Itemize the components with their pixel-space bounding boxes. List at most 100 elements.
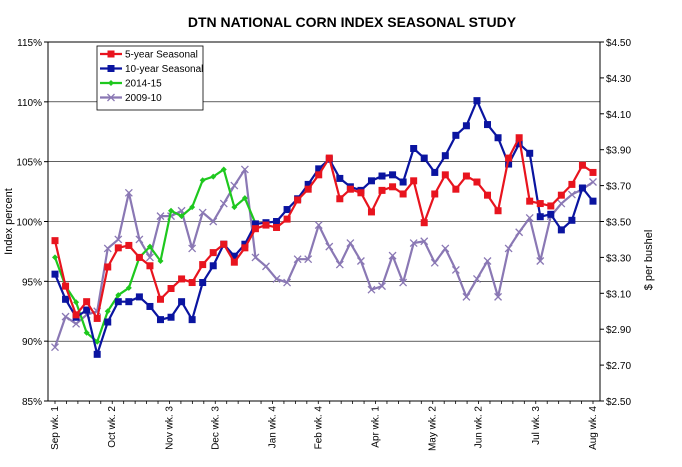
data-point-5-year-seasonal: [462, 172, 470, 180]
data-point-10-year-seasonal: [230, 252, 238, 260]
data-point-5-year-seasonal: [568, 180, 576, 188]
data-point-5-year-seasonal: [199, 261, 207, 269]
data-point-10-year-seasonal: [557, 226, 565, 234]
data-point-2009-10: [388, 251, 397, 260]
data-point-10-year-seasonal: [494, 134, 502, 142]
legend-item-5-year-seasonal: 5-year Seasonal: [100, 50, 198, 61]
left-tick-label: 95%: [22, 277, 42, 288]
data-point-10-year-seasonal: [568, 216, 576, 224]
data-point-5-year-seasonal: [283, 215, 291, 223]
data-point-10-year-seasonal: [367, 177, 375, 185]
legend-marker: [107, 93, 115, 102]
series-line-2009-10: [53, 168, 594, 348]
data-point-2014-15: [52, 254, 58, 261]
x-tick-label: Sep wk. 1: [50, 406, 61, 450]
data-point-2009-10: [430, 258, 439, 267]
data-point-5-year-seasonal: [315, 171, 323, 179]
x-tick-label: Jun wk. 2: [474, 406, 485, 449]
data-point-2009-10: [589, 178, 597, 186]
data-point-10-year-seasonal: [505, 160, 513, 168]
data-point-10-year-seasonal: [452, 131, 460, 139]
data-point-10-year-seasonal: [93, 350, 101, 358]
left-axis-title: Index percent: [3, 188, 15, 255]
data-point-5-year-seasonal: [304, 185, 312, 193]
data-point-5-year-seasonal: [262, 221, 270, 229]
data-point-2009-10: [494, 292, 503, 301]
data-point-10-year-seasonal: [188, 316, 196, 324]
data-point-2009-10: [219, 199, 228, 208]
right-tick-label: $3.50: [606, 218, 631, 229]
data-point-2009-10: [335, 260, 344, 269]
data-point-10-year-seasonal: [589, 197, 597, 205]
data-point-5-year-seasonal: [578, 161, 586, 169]
x-tick-label: Apr wk. 1: [371, 406, 382, 448]
data-point-2014-15: [125, 284, 132, 291]
data-point-5-year-seasonal: [251, 225, 259, 233]
data-point-5-year-seasonal: [51, 237, 59, 245]
data-point-2009-10: [515, 228, 524, 237]
chart-title: DTN NATIONAL CORN INDEX SEASONAL STUDY: [188, 14, 517, 30]
data-point-5-year-seasonal: [72, 311, 80, 319]
data-point-5-year-seasonal: [526, 197, 534, 205]
x-tick-label: Dec wk. 3: [210, 406, 221, 450]
right-axis-title: $ per bushel: [643, 230, 655, 291]
data-point-2009-10: [525, 213, 534, 222]
legend-marker: [107, 65, 115, 72]
data-point-5-year-seasonal: [220, 240, 228, 248]
data-point-10-year-seasonal: [462, 122, 470, 130]
series-line-5-year-seasonal: [53, 136, 594, 320]
data-point-5-year-seasonal: [273, 223, 281, 231]
data-point-5-year-seasonal: [431, 190, 439, 198]
data-point-2009-10: [304, 255, 313, 264]
data-point-2009-10: [367, 285, 376, 294]
data-point-10-year-seasonal: [389, 171, 397, 179]
legend-label: 5-year Seasonal: [125, 50, 198, 61]
data-point-5-year-seasonal: [473, 178, 481, 186]
data-point-5-year-seasonal: [83, 298, 91, 306]
right-axis-ticks: $2.50 $2.70 $2.90 $3.10 $3.30 $3.50 $3.70 $3.90…: [600, 38, 631, 408]
legend-box: [96, 45, 204, 111]
data-point-5-year-seasonal: [399, 190, 407, 198]
right-tick-label: $4.30: [606, 74, 631, 85]
data-point-10-year-seasonal: [399, 178, 407, 186]
data-point-5-year-seasonal: [494, 207, 502, 215]
data-point-5-year-seasonal: [515, 134, 523, 142]
data-point-2009-10: [103, 244, 112, 253]
data-point-5-year-seasonal: [135, 253, 143, 261]
data-point-2009-10: [283, 278, 292, 287]
data-point-10-year-seasonal: [410, 145, 418, 153]
data-point-2014-15: [73, 299, 80, 306]
data-point-10-year-seasonal: [315, 165, 323, 173]
right-tick-label: $3.30: [606, 253, 631, 264]
data-point-10-year-seasonal: [273, 218, 281, 225]
data-point-2009-10: [145, 253, 154, 262]
data-point-5-year-seasonal: [536, 200, 544, 208]
data-point-5-year-seasonal: [441, 171, 449, 179]
data-point-2014-15: [199, 177, 206, 184]
data-point-2014-15: [210, 173, 217, 180]
data-point-5-year-seasonal: [93, 314, 101, 322]
data-point-2009-10: [356, 257, 365, 265]
data-point-10-year-seasonal: [251, 220, 259, 228]
data-point-10-year-seasonal: [526, 149, 534, 157]
data-point-2014-15: [231, 204, 238, 211]
data-point-5-year-seasonal: [452, 185, 460, 193]
data-point-2009-10: [135, 235, 144, 244]
data-point-10-year-seasonal: [51, 270, 59, 278]
data-point-2009-10: [124, 188, 133, 197]
data-point-5-year-seasonal: [378, 186, 386, 194]
data-point-10-year-seasonal: [473, 97, 481, 105]
right-tick-label: $3.90: [606, 146, 631, 157]
data-point-10-year-seasonal: [441, 152, 449, 160]
legend-label: 10-year Seasonal: [125, 64, 203, 75]
data-point-10-year-seasonal: [178, 298, 186, 306]
data-point-2009-10: [346, 239, 355, 247]
data-point-5-year-seasonal: [104, 263, 112, 271]
data-point-2009-10: [114, 235, 123, 244]
legend-item-2009-10: 2009-10: [100, 93, 162, 104]
data-point-2009-10: [198, 208, 207, 217]
data-point-10-year-seasonal: [304, 180, 312, 188]
data-point-2009-10: [557, 199, 566, 208]
data-point-2009-10: [420, 237, 429, 246]
data-point-2009-10: [409, 239, 418, 247]
